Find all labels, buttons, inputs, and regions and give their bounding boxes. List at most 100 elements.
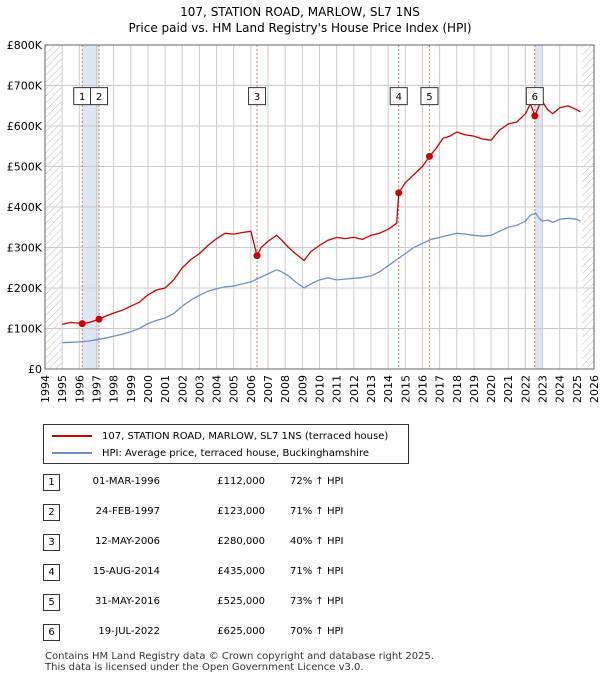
chart-subtitle: Price paid vs. HM Land Registry's House …: [128, 21, 471, 35]
x-tick-label: 1998: [108, 375, 121, 403]
transaction-hpi: 73% ↑ HPI: [290, 596, 344, 607]
transaction-price: £525,000: [217, 596, 265, 607]
x-tick-label: 2018: [451, 375, 464, 403]
y-tick-label: £600K: [7, 120, 43, 133]
transaction-price: £112,000: [217, 476, 265, 487]
x-tick-label: 1995: [56, 375, 69, 403]
x-tick-label: 2021: [502, 375, 515, 403]
sale-point: [95, 315, 103, 323]
series-line: [62, 212, 581, 344]
x-tick-label: 2003: [193, 375, 206, 403]
x-tick-label: 2009: [296, 375, 309, 403]
x-tick-label: 2017: [434, 375, 447, 403]
x-tick-label: 2016: [416, 375, 429, 403]
x-tick-label: 2015: [399, 375, 412, 403]
table-row: 3 12-MAY-2006 £280,000 40% ↑ HPI: [0, 534, 600, 554]
x-tick-label: 2013: [365, 375, 378, 403]
x-tick-label: 2023: [537, 375, 550, 403]
sale-label-box: 6: [525, 87, 544, 106]
sale-label-number: 6: [532, 92, 538, 103]
y-tick-label: £200K: [7, 282, 43, 295]
sale-point: [395, 189, 403, 197]
sale-label-number: 2: [96, 92, 102, 103]
transaction-number: 6: [43, 624, 60, 641]
x-tick-label: 2025: [571, 375, 584, 403]
x-tick-label: 2024: [554, 375, 567, 403]
sale-label-number: 3: [254, 92, 260, 103]
x-tick-label: 2001: [159, 375, 172, 403]
y-tick-label: £400K: [7, 201, 43, 214]
x-tick-label: 2004: [211, 375, 224, 403]
sale-label-box: 2: [90, 87, 109, 106]
footer-line: Contains HM Land Registry data © Crown c…: [45, 651, 434, 662]
sale-label-box: 5: [420, 87, 439, 106]
legend-label-hpi: HPI: Average price, terraced house, Buck…: [102, 447, 370, 459]
y-tick-label: £700K: [7, 80, 43, 93]
transaction-date: 15-AUG-2014: [92, 566, 160, 577]
legend-item-hpi: HPI: Average price, terraced house, Buck…: [52, 446, 369, 460]
price-chart: 107, STATION ROAD, MARLOW, SL7 1NS Price…: [7, 5, 600, 403]
chart-title: 107, STATION ROAD, MARLOW, SL7 1NS: [180, 5, 420, 19]
transaction-number: 3: [43, 534, 60, 551]
sale-label-box: 4: [389, 87, 408, 106]
chart-legend: 107, STATION ROAD, MARLOW, SL7 1NS (terr…: [43, 424, 409, 464]
x-tick-label: 2000: [142, 375, 155, 403]
table-row: 5 31-MAY-2016 £525,000 73% ↑ HPI: [0, 594, 600, 614]
transaction-number: 4: [43, 564, 60, 581]
x-tick-label: 2005: [228, 375, 241, 403]
x-tick-label: 2002: [176, 375, 189, 403]
transaction-hpi: 71% ↑ HPI: [290, 506, 344, 517]
transaction-hpi: 70% ↑ HPI: [290, 626, 344, 637]
sale-point: [78, 320, 86, 328]
transaction-date: 31-MAY-2016: [94, 596, 160, 607]
y-tick-label: £100K: [7, 323, 43, 336]
table-row: 6 19-JUL-2022 £625,000 70% ↑ HPI: [0, 624, 600, 644]
legend-swatch-hpi: [52, 452, 92, 454]
sale-label-frame: [90, 87, 109, 106]
transaction-date: 01-MAR-1996: [92, 476, 160, 487]
sale-label-number: 5: [426, 92, 432, 103]
x-tick-label: 2007: [262, 375, 275, 403]
x-tick-label: 2006: [245, 375, 258, 403]
x-tick-label: 2008: [279, 375, 292, 403]
legend-label-price: 107, STATION ROAD, MARLOW, SL7 1NS (terr…: [102, 430, 389, 442]
transaction-hpi: 40% ↑ HPI: [290, 536, 344, 547]
y-tick-label: £0: [28, 363, 42, 376]
sale-point: [425, 152, 433, 160]
transaction-price: £280,000: [217, 536, 265, 547]
transaction-number: 5: [43, 594, 60, 611]
sale-point: [253, 252, 261, 260]
transaction-price: £123,000: [217, 506, 265, 517]
x-tick-label: 2022: [519, 375, 532, 403]
table-row: 4 15-AUG-2014 £435,000 71% ↑ HPI: [0, 564, 600, 584]
transaction-number: 2: [43, 504, 60, 521]
transaction-price: £625,000: [217, 626, 265, 637]
sale-label-frame: [248, 87, 267, 106]
sale-label-frame: [420, 87, 439, 106]
x-tick-label: 1996: [73, 375, 86, 403]
sale-label-number: 1: [79, 92, 85, 103]
series-line: [62, 101, 581, 326]
legend-swatch-price: [52, 435, 92, 437]
x-tick-label: 2014: [382, 375, 395, 403]
sale-label-box: 1: [73, 87, 92, 106]
y-tick-label: £800K: [7, 39, 43, 52]
transaction-date: 19-JUL-2022: [98, 626, 160, 637]
table-row: 1 01-MAR-1996 £112,000 72% ↑ HPI: [0, 474, 600, 494]
transaction-hpi: 71% ↑ HPI: [290, 566, 344, 577]
legend-item-price: 107, STATION ROAD, MARLOW, SL7 1NS (terr…: [52, 429, 388, 443]
sale-label-number: 4: [396, 92, 402, 103]
x-tick-label: 1997: [90, 375, 103, 403]
x-tick-label: 2020: [485, 375, 498, 403]
x-tick-label: 2010: [314, 375, 327, 403]
transaction-hpi: 72% ↑ HPI: [290, 476, 344, 487]
sale-label-frame: [389, 87, 408, 106]
sale-label-frame: [525, 87, 544, 106]
footer-line: This data is licensed under the Open Gov…: [45, 662, 364, 673]
x-tick-label: 2011: [331, 375, 344, 403]
x-tick-label: 1994: [39, 375, 52, 403]
x-tick-label: 2026: [588, 375, 600, 403]
transaction-date: 24-FEB-1997: [95, 506, 160, 517]
x-tick-label: 2019: [468, 375, 481, 403]
footer-attribution: Contains HM Land Registry data © Crown c…: [45, 651, 434, 673]
